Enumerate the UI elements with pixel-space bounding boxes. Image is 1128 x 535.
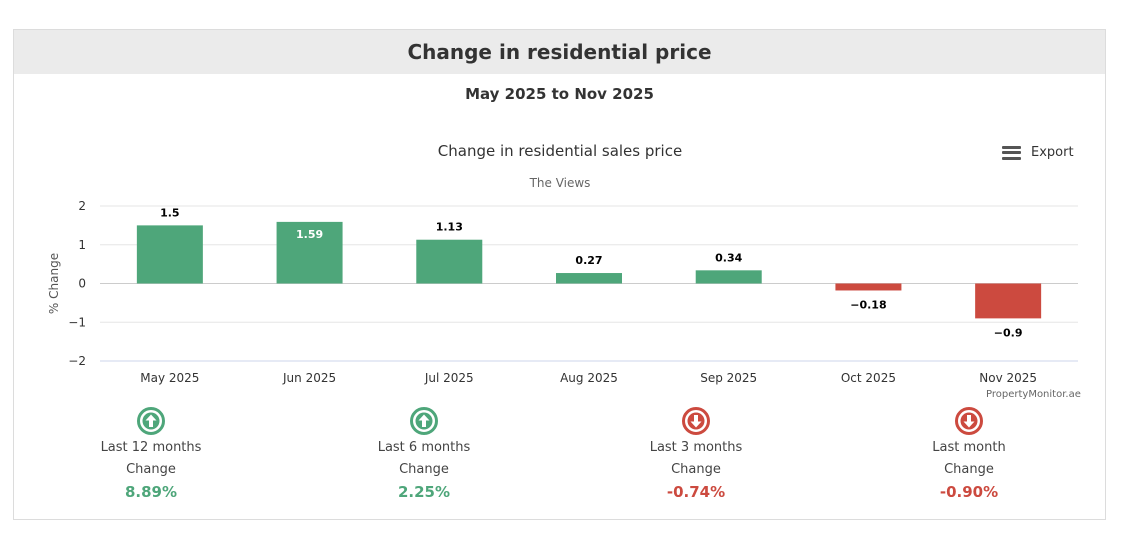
x-tick-label: Aug 2025 <box>560 371 618 385</box>
data-label: −0.9 <box>994 326 1023 339</box>
stat-last-3-months: Last 3 months Change -0.74% <box>596 406 796 501</box>
x-tick-label: Oct 2025 <box>841 371 896 385</box>
arrow-up-circle-icon <box>410 407 438 435</box>
stat-change-label: Change <box>671 462 721 477</box>
stat-value: 8.89% <box>124 483 178 501</box>
export-button[interactable]: Export <box>1002 145 1074 160</box>
stat-value: 2.25% <box>397 483 451 501</box>
data-label: 1.13 <box>436 221 463 234</box>
stat-period: Last 6 months <box>377 440 471 455</box>
y-tick-label: 1 <box>78 238 86 252</box>
x-tick-label: Jul 2025 <box>424 371 474 385</box>
y-tick-label: 0 <box>78 277 86 291</box>
stat-change-label: Change <box>399 462 449 477</box>
arrow-up-circle-icon <box>137 407 165 435</box>
bar <box>695 270 762 284</box>
stat-period: Last month <box>932 440 1006 455</box>
stat-last-month: Last month Change -0.90% <box>869 406 1069 501</box>
bar <box>835 283 902 291</box>
data-label: 0.27 <box>575 254 602 267</box>
date-range: May 2025 to Nov 2025 <box>465 85 654 103</box>
chart-credit[interactable]: PropertyMonitor.ae <box>986 389 1081 400</box>
x-tick-label: Sep 2025 <box>700 371 757 385</box>
menu-icon <box>1002 145 1021 160</box>
arrow-down-circle-icon <box>955 407 983 435</box>
bar <box>416 239 483 284</box>
bar-chart: Change in residential sales price The Vie… <box>47 142 1078 385</box>
chart-card: Change in residential price May 2025 to … <box>13 29 1106 520</box>
stat-change-label: Change <box>944 462 994 477</box>
bar <box>276 221 343 284</box>
data-label: 0.34 <box>715 251 742 264</box>
data-label: 1.5 <box>160 206 180 219</box>
stat-period: Last 3 months <box>649 440 743 455</box>
stat-value: -0.90% <box>939 483 999 501</box>
data-label: 1.59 <box>296 228 323 241</box>
export-label: Export <box>1031 145 1074 160</box>
y-tick-label: 2 <box>78 199 86 213</box>
x-tick-label: May 2025 <box>140 371 199 385</box>
y-tick-label: −2 <box>68 354 86 368</box>
chart-title: Change in residential sales price <box>438 142 682 160</box>
stat-last-12-months: Last 12 months Change 8.89% <box>51 406 251 501</box>
stat-value: -0.74% <box>666 483 726 501</box>
x-tick-label: Nov 2025 <box>979 371 1037 385</box>
stat-change-label: Change <box>126 462 176 477</box>
x-tick-label: Jun 2025 <box>282 371 336 385</box>
data-label: −0.18 <box>850 298 886 311</box>
arrow-down-circle-icon <box>682 407 710 435</box>
y-axis-label: % Change <box>47 253 61 314</box>
stat-period: Last 12 months <box>100 440 202 455</box>
chart-subtitle: The Views <box>529 176 591 190</box>
bar <box>556 273 622 284</box>
bar <box>975 283 1042 319</box>
bar <box>136 225 203 284</box>
page-title: Change in residential price <box>14 30 1105 74</box>
stat-last-6-months: Last 6 months Change 2.25% <box>324 406 524 501</box>
y-tick-label: −1 <box>68 315 86 329</box>
